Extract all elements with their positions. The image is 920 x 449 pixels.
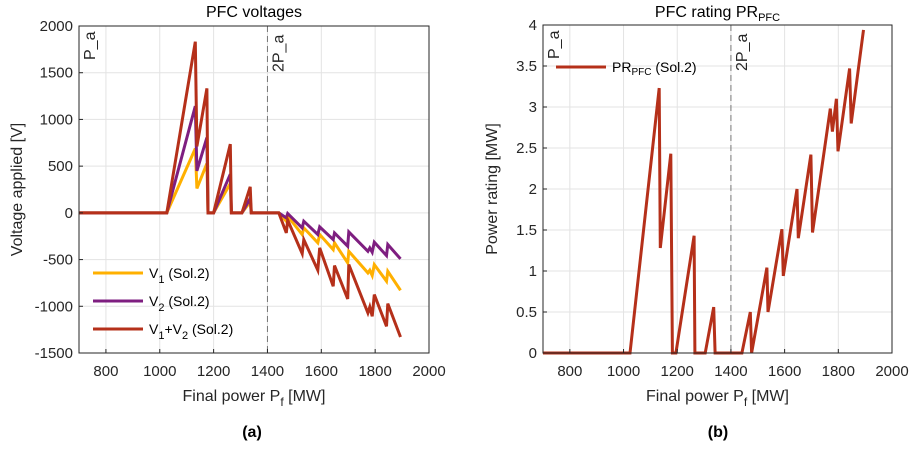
legend-text: (Sol.2) [188, 321, 233, 337]
legend-entry: V2 (Sol.2) [149, 293, 210, 314]
panel-caption: (a) [242, 424, 262, 441]
x-tick-label: 1000 [143, 363, 176, 380]
y-tick-label: 3 [529, 99, 537, 116]
y-tick-label: 2 [529, 181, 537, 198]
chart-title: PFC rating PRPFC [655, 4, 780, 24]
legend-text: (Sol.2) [164, 265, 209, 281]
x-tick-label: 800 [93, 363, 118, 380]
legend-entry: V1 (Sol.2) [149, 265, 210, 286]
x-tick-label: 1600 [305, 363, 338, 380]
x-tick-label: 1200 [197, 363, 230, 380]
y-tick-label: 0 [529, 345, 537, 362]
x-tick-label: 1800 [358, 363, 391, 380]
legend-text: (Sol.2) [651, 59, 696, 75]
y-tick-label: -500 [43, 252, 73, 269]
y-tick-label: 0.5 [516, 304, 537, 321]
x-axis-label: Final power Pf [MW] [183, 388, 326, 409]
x-axis-label-subscript: f [744, 395, 748, 409]
y-tick-label: -1500 [35, 345, 73, 362]
y-tick-label: 2000 [40, 18, 73, 35]
annotation-label: 2P_a [270, 35, 287, 72]
x-tick-label: 2000 [412, 363, 445, 380]
x-tick-label: 1400 [251, 363, 284, 380]
x-tick-label: 1800 [822, 363, 855, 380]
x-tick-label: 1000 [607, 363, 640, 380]
x-axis-label-unit: [MW] [284, 388, 326, 405]
y-tick-label: 2.5 [516, 140, 537, 157]
annotation-label: P_a [546, 30, 563, 59]
y-tick-label: 4 [529, 17, 537, 34]
legend-entry: V1+V2 (Sol.2) [149, 321, 233, 342]
y-tick-label: 0 [65, 205, 73, 222]
annotation-label: 2P_a [734, 34, 751, 71]
y-tick-label: 1000 [40, 111, 73, 128]
annotation-label: P_a [82, 31, 99, 60]
x-tick-label: 1200 [661, 363, 694, 380]
title-subscript: PFC [758, 12, 780, 24]
axes-frame [78, 25, 430, 354]
x-axis-label-unit: [MW] [747, 388, 789, 405]
legend-subscript: 1 [158, 330, 164, 342]
chart-pfc-rating: P_a 2P_a 800 1000 1200 1400 1600 1800 2000 0 0.5 1 1… [484, 4, 909, 441]
x-axis-label-subscript: f [280, 395, 284, 409]
x-axis-label: Final power Pf [MW] [646, 388, 789, 409]
legend-subscript: 2 [182, 330, 188, 342]
legend-text: +V [164, 321, 182, 337]
y-tick-label: 3.5 [516, 58, 537, 75]
y-tick-label: 1.5 [516, 222, 537, 239]
panel-caption: (b) [708, 424, 728, 441]
y-axis-label: Power rating [MW] [484, 123, 501, 255]
x-tick-label: 1400 [714, 363, 747, 380]
series-line [543, 29, 865, 355]
y-tick-label: 1500 [40, 65, 73, 82]
y-tick-label: 500 [48, 158, 73, 175]
legend-subscript: PFC [631, 67, 651, 78]
x-tick-label: 2000 [875, 363, 908, 380]
series-line [79, 41, 402, 338]
x-tick-label: 1600 [768, 363, 801, 380]
plot-area [79, 26, 429, 353]
y-tick-label: 1 [529, 263, 537, 280]
y-tick-label: -1000 [35, 298, 73, 315]
chart-pfc-voltages: P_a 2P_a 800 1000 1200 1400 1600 1800 2000 -1500 -… [9, 4, 446, 441]
y-axis-label: Voltage applied [V] [9, 123, 26, 256]
legend-subscript: 2 [158, 302, 164, 314]
chart-title: PFC voltages [206, 4, 302, 21]
legend-subscript: 1 [158, 274, 164, 286]
legend-text: (Sol.2) [164, 293, 209, 309]
x-tick-label: 800 [557, 363, 582, 380]
